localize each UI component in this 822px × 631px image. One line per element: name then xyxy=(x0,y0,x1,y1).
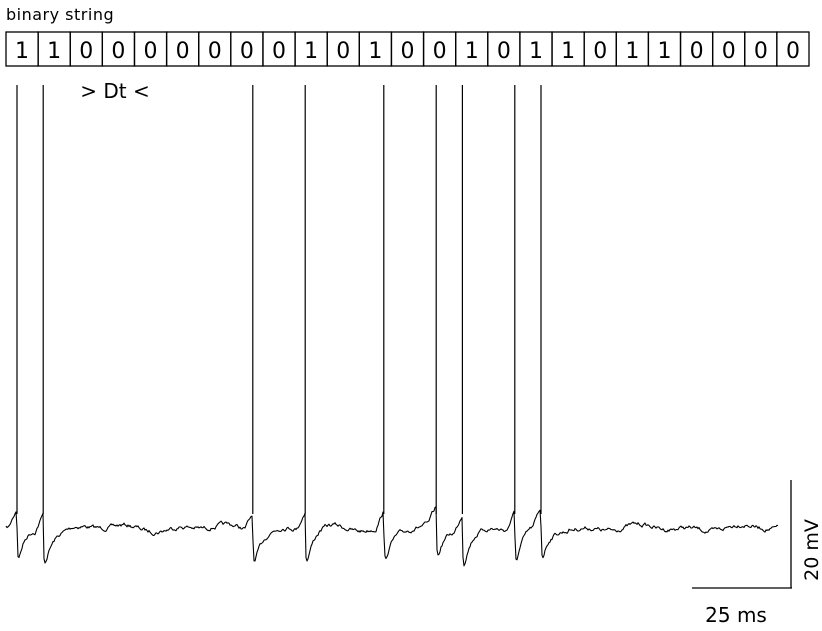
bit-cell: 0 xyxy=(487,31,521,67)
bit-value: 0 xyxy=(336,39,350,64)
scale-bar-time-label: 25 ms xyxy=(705,603,767,627)
bit-cell: 0 xyxy=(262,31,296,67)
bit-cell: 0 xyxy=(583,31,617,67)
bit-cell: 1 xyxy=(615,31,650,67)
voltage-trace xyxy=(5,506,779,567)
bit-cell: 0 xyxy=(744,31,778,67)
bit-value: 1 xyxy=(625,39,639,64)
bit-cell: 1 xyxy=(5,31,39,67)
bit-cell: 0 xyxy=(711,31,746,67)
bit-value: 0 xyxy=(176,39,190,64)
scale-bar-voltage-label: 20 mV xyxy=(801,519,822,581)
bit-value: 0 xyxy=(433,39,447,64)
bit-value: 1 xyxy=(368,39,382,64)
bit-cell: 0 xyxy=(133,31,168,67)
bit-value: 0 xyxy=(79,39,93,64)
bit-cell: 1 xyxy=(294,31,328,67)
bit-value: 0 xyxy=(497,39,511,64)
bit-value: 0 xyxy=(786,39,800,64)
bit-value: 1 xyxy=(15,39,29,64)
bit-cell: 0 xyxy=(679,31,714,67)
bit-cell: 0 xyxy=(326,31,360,67)
bit-cell: 1 xyxy=(551,31,585,67)
bit-cell: 1 xyxy=(647,31,682,67)
bit-value: 1 xyxy=(465,39,479,64)
scale-bar: 20 mV 25 ms xyxy=(692,480,822,627)
bit-value: 0 xyxy=(272,39,286,64)
dt-label: > Dt < xyxy=(80,79,149,103)
bit-cell: 1 xyxy=(455,31,489,67)
bit-cell: 1 xyxy=(358,31,393,67)
bit-cell: 0 xyxy=(101,31,136,67)
bit-value: 1 xyxy=(47,39,61,64)
bit-value: 1 xyxy=(304,39,318,64)
bit-value: 0 xyxy=(208,39,222,64)
binary-string-caption: binary string xyxy=(6,5,114,24)
bit-cell: 0 xyxy=(69,31,104,67)
bit-cell: 1 xyxy=(519,31,553,67)
bit-value: 0 xyxy=(144,39,158,64)
bit-value: 0 xyxy=(690,39,704,64)
bit-cell: 0 xyxy=(776,31,810,67)
bit-value: 1 xyxy=(529,39,543,64)
spike-lines xyxy=(16,85,542,514)
bit-value: 0 xyxy=(111,39,125,64)
bit-value: 0 xyxy=(722,39,736,64)
bit-cell: 0 xyxy=(165,31,200,67)
bit-value: 0 xyxy=(240,39,254,64)
bit-cell: 0 xyxy=(198,31,232,67)
bit-cell: 1 xyxy=(37,31,71,67)
bit-value: 0 xyxy=(754,39,768,64)
bit-cell: 0 xyxy=(390,31,425,67)
bit-cell: 0 xyxy=(422,31,457,67)
bit-cell-box xyxy=(776,31,810,67)
bit-value: 0 xyxy=(401,39,415,64)
bit-value: 0 xyxy=(593,39,607,64)
bit-value: 1 xyxy=(657,39,671,64)
bit-value: 1 xyxy=(561,39,575,64)
bit-cell: 0 xyxy=(230,31,264,67)
